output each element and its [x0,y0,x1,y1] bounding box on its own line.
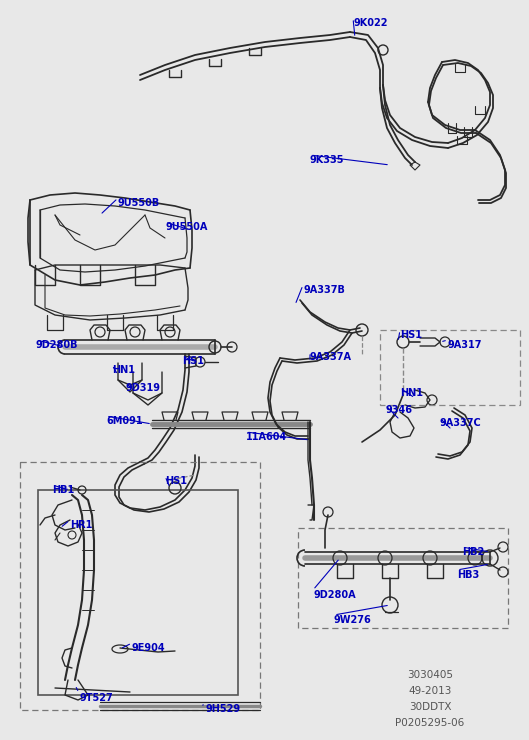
Text: 11A604: 11A604 [246,432,287,442]
Bar [380,330,520,405]
Text: 9A337C: 9A337C [440,418,482,428]
Text: 9D280B: 9D280B [36,340,78,350]
Bar [20,462,260,710]
Text: 9K022: 9K022 [353,18,388,28]
Text: HB2: HB2 [462,547,484,557]
Bar [38,490,238,695]
Text: 9U550A: 9U550A [165,222,207,232]
Bar [298,528,508,628]
Text: 9D319: 9D319 [126,383,161,393]
Text: 3030405: 3030405 [407,670,453,680]
Text: 30DDTX: 30DDTX [409,702,451,712]
Text: 9A317: 9A317 [448,340,482,350]
Text: 9T527: 9T527 [79,693,113,703]
Text: 9W276: 9W276 [334,615,372,625]
Text: 9A337B: 9A337B [303,285,345,295]
Text: 9H529: 9H529 [206,704,241,714]
Text: HS1: HS1 [165,476,187,486]
Text: HB1: HB1 [52,485,74,495]
Text: HS1: HS1 [182,356,204,366]
Text: 49-2013: 49-2013 [408,686,452,696]
Text: 9U550B: 9U550B [118,198,160,208]
Text: HN1: HN1 [112,365,135,375]
Text: 9K335: 9K335 [310,155,344,165]
Text: 9D280A: 9D280A [313,590,355,600]
Text: HS1: HS1 [400,330,422,340]
Text: HN1: HN1 [400,388,423,398]
Text: HR1: HR1 [70,520,93,530]
Text: 9346: 9346 [385,405,412,415]
Text: P0205295-06: P0205295-06 [395,718,464,728]
Text: HB3: HB3 [457,570,479,580]
Text: 6M091: 6M091 [106,416,143,426]
Text: 9E904: 9E904 [132,643,166,653]
Text: 9A337A: 9A337A [310,352,352,362]
